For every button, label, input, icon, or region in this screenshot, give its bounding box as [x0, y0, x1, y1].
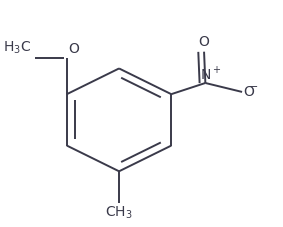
Text: $\mathdefault{CH_3}$: $\mathdefault{CH_3}$: [105, 205, 133, 221]
Text: +: +: [212, 65, 220, 75]
Text: $\mathdefault{H_3C}$: $\mathdefault{H_3C}$: [3, 40, 31, 56]
Text: O: O: [68, 42, 79, 56]
Text: O: O: [243, 85, 254, 99]
Text: O: O: [199, 35, 209, 49]
Text: −: −: [249, 82, 258, 92]
Text: N: N: [200, 68, 211, 82]
